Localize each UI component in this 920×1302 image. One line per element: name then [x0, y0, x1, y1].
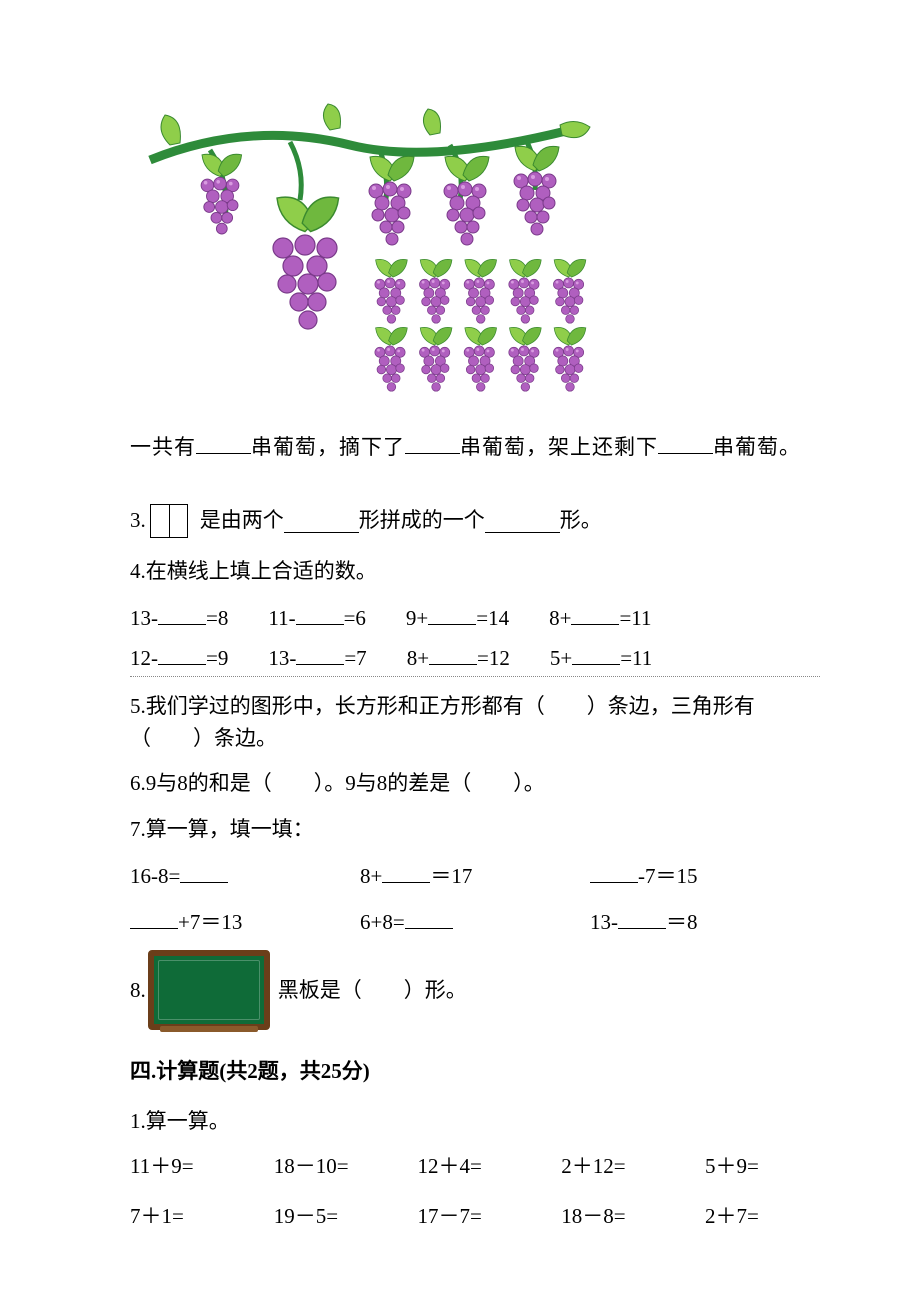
q2-t4: 串葡萄。: [713, 435, 801, 459]
q4-r1-b4[interactable]: [571, 601, 619, 625]
q3-blank-2[interactable]: [485, 509, 560, 533]
q8-row: 8. 黑板是（ ）形。: [130, 950, 820, 1030]
q5-line1: 5.我们学过的图形中，长方形和正方形都有（ ）条边，三角形有: [130, 691, 820, 723]
q2-blank-2[interactable]: [405, 430, 460, 454]
q7-row2: +7＝13 6+8= 13-＝8: [130, 905, 820, 939]
q7-r2-b2[interactable]: [405, 905, 453, 929]
q2-t3: 串葡萄，架上还剩下: [460, 435, 658, 459]
q4-r1-b1[interactable]: [158, 601, 206, 625]
q7-r1-b2[interactable]: [382, 859, 430, 883]
q8-text: 黑板是（ ）形。: [278, 975, 467, 1007]
q4-title: 4.在横线上填上合适的数。: [130, 556, 820, 588]
blackboard-icon: [148, 950, 270, 1030]
q7-title: 7.算一算，填一填：: [130, 814, 820, 846]
q4-r2-b3[interactable]: [429, 641, 477, 665]
q7-r1-b3[interactable]: [590, 859, 638, 883]
q2-sentence: 一共有 串葡萄，摘下了 串葡萄，架上还剩下 串葡萄。: [130, 430, 820, 464]
q5-line2: （ ）条边。: [130, 723, 820, 755]
section4-title: 四.计算题(共2题，共25分): [130, 1056, 820, 1088]
q4-r1-b3[interactable]: [428, 601, 476, 625]
q2-blank-1[interactable]: [196, 430, 251, 454]
q2-t1: 一共有: [130, 435, 196, 459]
q3-t2: 形拼成的一个: [359, 505, 485, 537]
q7-r1-b1[interactable]: [180, 859, 228, 883]
q4-r2-b2[interactable]: [296, 641, 344, 665]
sec4-row1: 11＋9= 18－10= 12＋4= 2＋12= 5＋9=: [130, 1151, 820, 1183]
q7-row1: 16-8= 8+＝17 -7＝15: [130, 859, 820, 893]
q7-r2-b3[interactable]: [618, 905, 666, 929]
q7-r2-b1[interactable]: [130, 905, 178, 929]
sec4-row2: 7＋1= 19－5= 17－7= 18－8= 2＋7=: [130, 1201, 820, 1233]
q4-row2: 12-=9 13-=7 8+=12 5+=11: [130, 641, 820, 678]
q4-r2-b1[interactable]: [158, 641, 206, 665]
q2-blank-3[interactable]: [658, 430, 713, 454]
q3-row: 3. 是由两个 形拼成的一个 形。: [130, 504, 820, 538]
q8-num: 8.: [130, 975, 146, 1007]
q3-t3: 形。: [560, 505, 602, 537]
sec4-q1: 1.算一算。: [130, 1106, 820, 1138]
q4-row1: 13-=8 11-=6 9+=14 8+=11: [130, 601, 820, 635]
page-root: 一共有 串葡萄，摘下了 串葡萄，架上还剩下 串葡萄。 3. 是由两个 形拼成的一个 形…: [0, 0, 920, 1232]
grape-image: [130, 90, 610, 400]
q4-r2-b4[interactable]: [572, 641, 620, 665]
q3-t1: 是由两个: [200, 505, 284, 537]
q6: 6.9与8的和是（ ）。9与8的差是（ ）。: [130, 768, 820, 800]
q3-blank-1[interactable]: [284, 509, 359, 533]
q3-num: 3.: [130, 505, 146, 537]
q2-t2: 串葡萄，摘下了: [251, 435, 405, 459]
grape-svg: [130, 90, 610, 400]
two-squares-icon: [150, 504, 188, 538]
q4-r1-b2[interactable]: [296, 601, 344, 625]
